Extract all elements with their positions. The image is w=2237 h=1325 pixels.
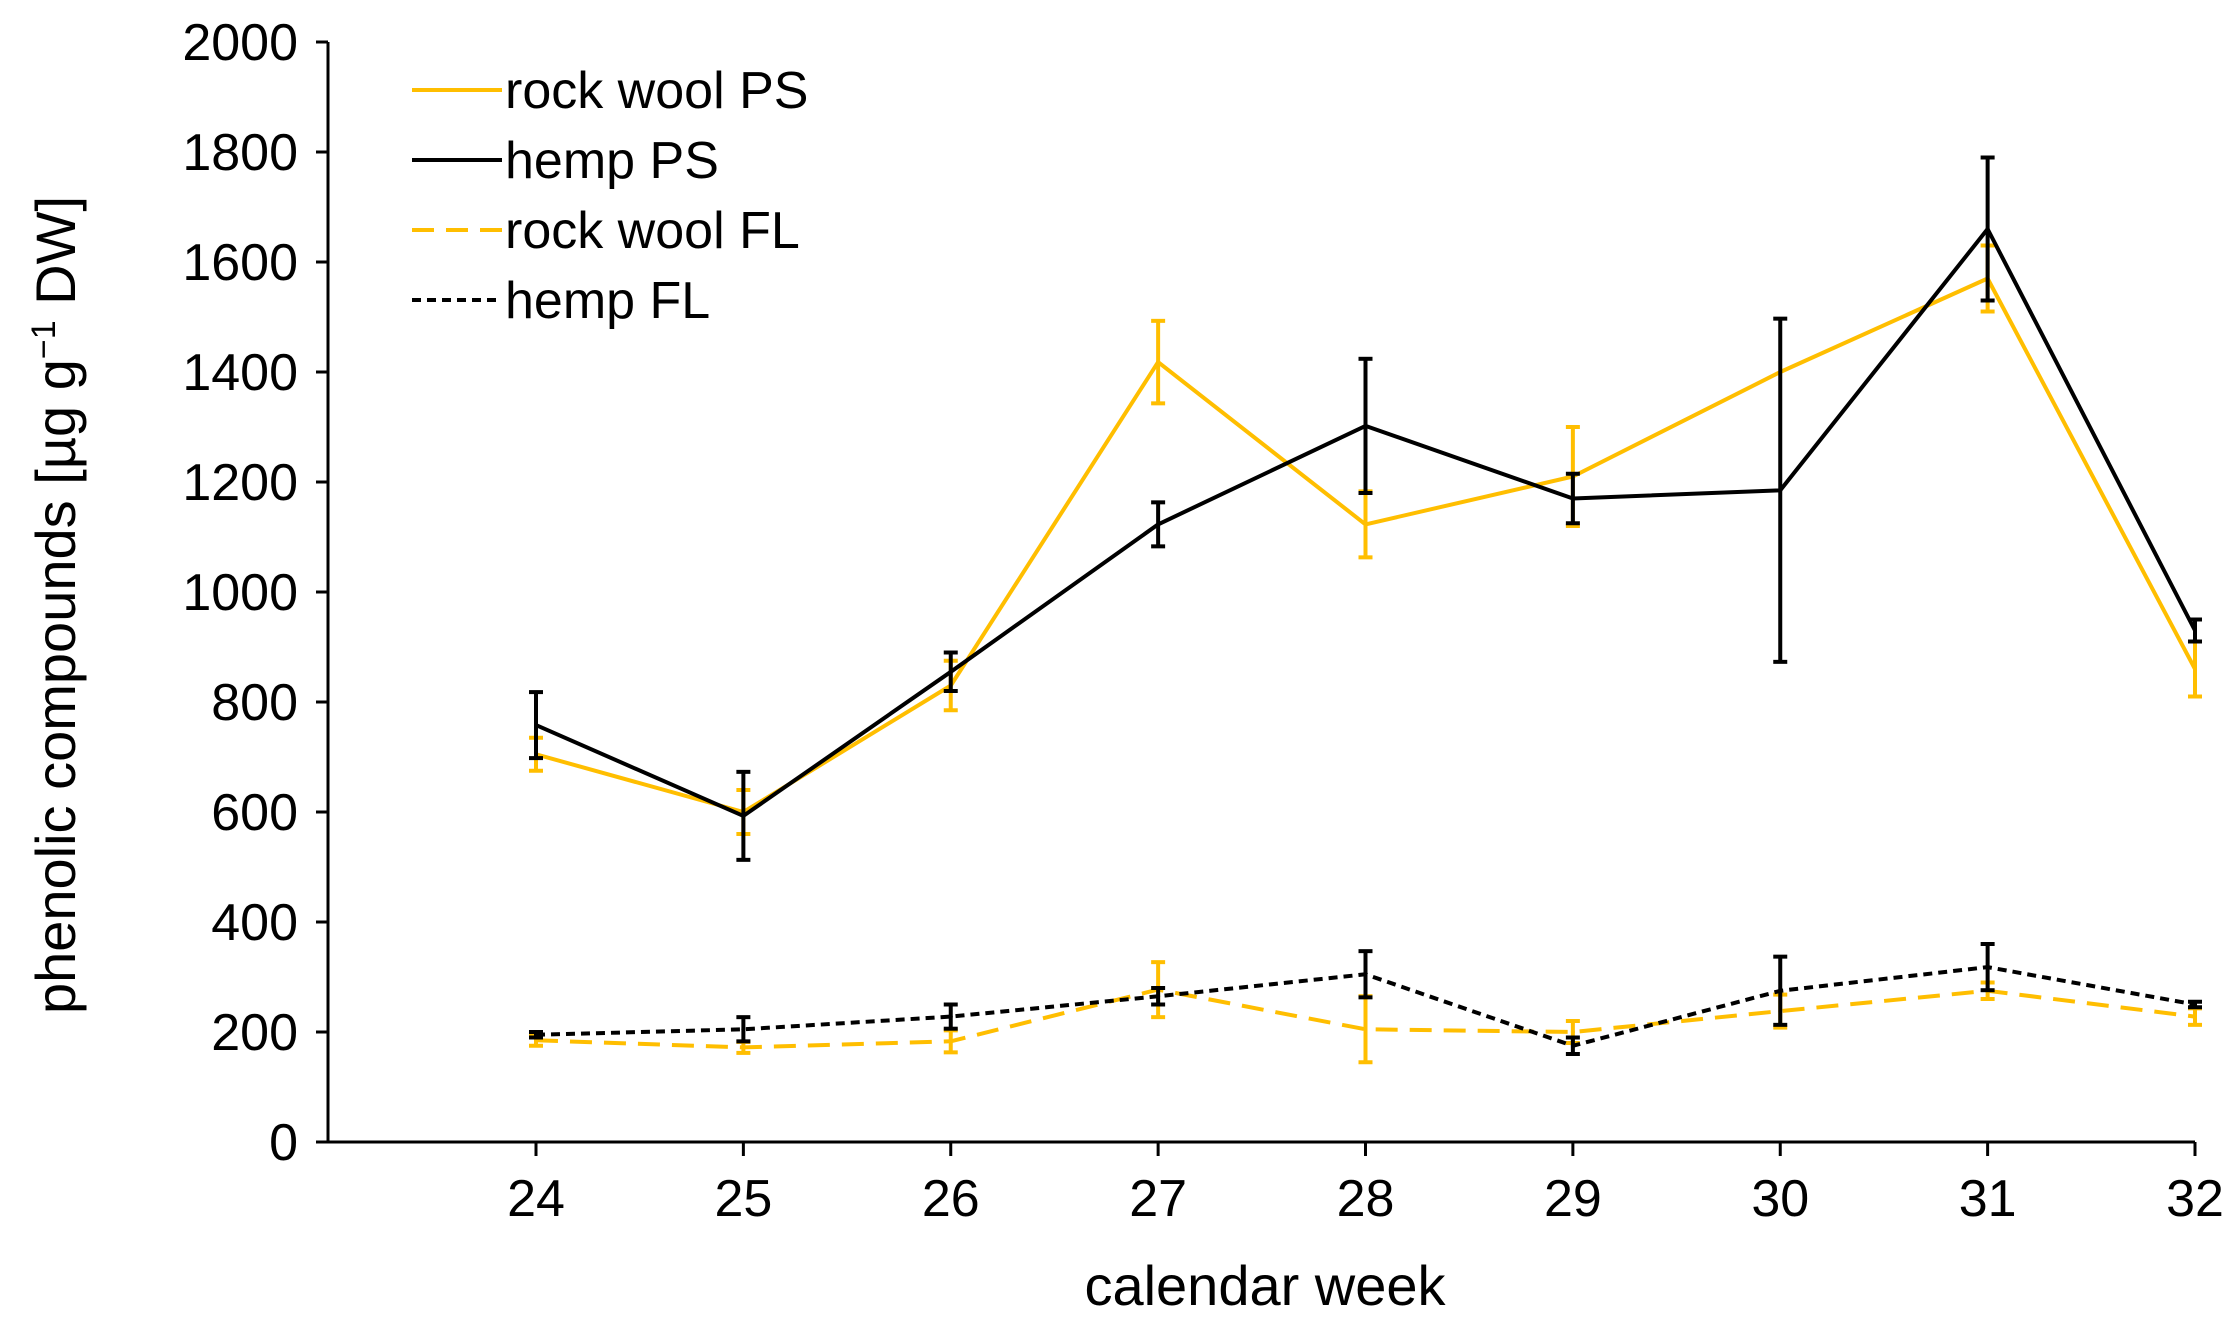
y-tick-label: 200 bbox=[211, 1004, 298, 1062]
data-point bbox=[2193, 667, 2197, 671]
x-tick-label: 30 bbox=[1751, 1170, 1809, 1228]
series-hemp-fl bbox=[529, 942, 2202, 1056]
data-point bbox=[1985, 965, 1990, 970]
legend-label: hemp PS bbox=[505, 132, 719, 190]
data-point bbox=[1570, 496, 1575, 501]
data-point bbox=[534, 723, 538, 728]
data-point bbox=[2193, 1014, 2197, 1019]
legend-item: hemp PS bbox=[412, 132, 719, 190]
legend-label: rock wool FL bbox=[505, 202, 800, 260]
y-axis-title-superscript: −1 bbox=[25, 320, 63, 359]
y-tick-label: 1200 bbox=[182, 454, 298, 512]
x-tick-label: 29 bbox=[1544, 1170, 1602, 1228]
legend-label: rock wool PS bbox=[505, 62, 808, 120]
data-point bbox=[534, 1032, 538, 1037]
data-point bbox=[741, 1045, 746, 1050]
x-tick-label: 27 bbox=[1129, 1170, 1187, 1228]
x-tick-label: 28 bbox=[1337, 1170, 1395, 1228]
y-tick-label: 1400 bbox=[182, 344, 298, 402]
y-tick-label: 400 bbox=[211, 894, 298, 952]
data-point bbox=[1156, 360, 1161, 365]
data-point bbox=[1778, 988, 1783, 993]
data-point bbox=[1570, 1043, 1575, 1048]
data-point bbox=[1156, 994, 1161, 999]
x-axis-title: calendar week bbox=[1084, 1254, 1446, 1317]
data-point bbox=[948, 669, 953, 674]
data-point bbox=[1778, 488, 1783, 493]
series-hemp-ps bbox=[529, 155, 2202, 862]
tick-labels: 0 200 400 600 800 1000 1200 1400 1600 1800 2000 24 2… bbox=[182, 14, 2224, 1228]
data-point bbox=[1363, 1027, 1368, 1032]
series-rock-wool-ps bbox=[529, 243, 2202, 836]
legend-item: rock wool FL bbox=[412, 202, 800, 260]
y-tick-label: 600 bbox=[211, 784, 298, 842]
series-group bbox=[529, 155, 2202, 1065]
data-point bbox=[2193, 628, 2197, 633]
x-tick-label: 26 bbox=[922, 1170, 980, 1228]
data-point bbox=[2193, 1002, 2197, 1007]
data-point bbox=[1363, 972, 1368, 977]
data-point bbox=[1156, 522, 1161, 527]
x-tick-label: 32 bbox=[2166, 1170, 2224, 1228]
y-tick-label: 1800 bbox=[182, 124, 298, 182]
y-tick-label: 2000 bbox=[182, 14, 298, 72]
legend-label: hemp FL bbox=[505, 272, 710, 330]
legend: rock wool PS hemp PS rock wool FL hemp FL bbox=[412, 62, 808, 330]
data-point bbox=[1570, 1030, 1575, 1034]
x-tick-label: 25 bbox=[714, 1170, 772, 1228]
y-tick-label: 1600 bbox=[182, 234, 298, 292]
y-axis-title-end: DW] bbox=[24, 196, 87, 320]
y-tick-label: 0 bbox=[269, 1114, 298, 1172]
x-tick-label: 31 bbox=[1959, 1170, 2017, 1228]
data-point bbox=[1363, 423, 1368, 428]
y-tick-label: 1000 bbox=[182, 564, 298, 622]
y-axis-title: phenolic compounds [µg g−1 DW] bbox=[24, 196, 87, 1014]
series-line bbox=[535, 987, 2196, 1050]
y-axis-title-main: phenolic compounds [µg g bbox=[24, 359, 87, 1014]
data-point bbox=[741, 1027, 746, 1032]
y-tick-label: 800 bbox=[211, 674, 298, 732]
data-point bbox=[1985, 227, 1990, 231]
data-point bbox=[741, 813, 746, 818]
legend-item: hemp FL bbox=[412, 272, 710, 330]
data-point bbox=[948, 1039, 953, 1044]
legend-item: rock wool PS bbox=[412, 62, 808, 120]
data-point bbox=[948, 1014, 953, 1019]
axes bbox=[316, 40, 2197, 1156]
x-tick-label: 24 bbox=[507, 1170, 565, 1228]
data-point bbox=[1363, 522, 1368, 527]
